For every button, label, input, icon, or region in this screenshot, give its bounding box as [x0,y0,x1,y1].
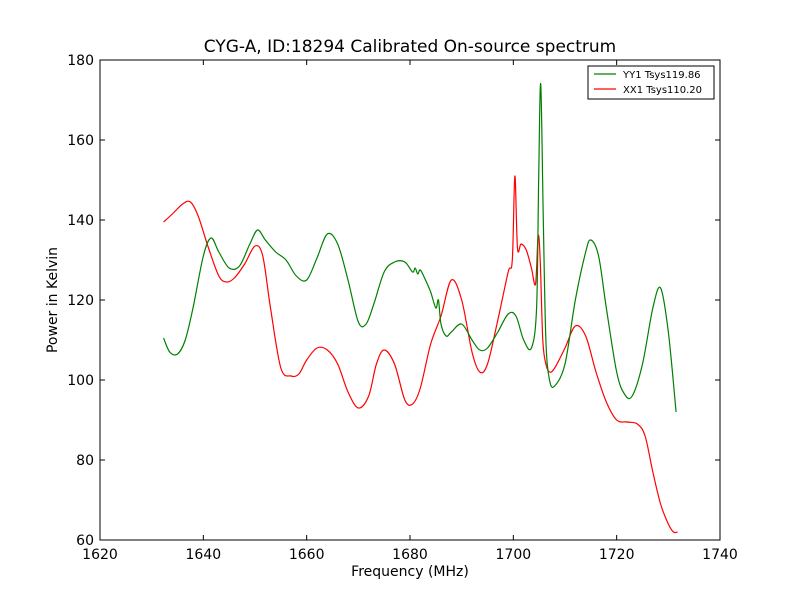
x-tick-label: 1740 [702,547,738,563]
y-axis-ticks: 60 80 100 120 140 160 180 [67,53,720,549]
y-tick-label: 80 [76,453,94,469]
x-axis-label: Frequency (MHz) [351,564,469,580]
series-layer [162,83,678,534]
plot-area [100,60,720,540]
x-tick-label: 1640 [186,547,222,563]
x-tick-label: 1660 [289,547,325,563]
y-tick-label: 100 [67,373,94,389]
legend-label-xx1: XX1 Tsys110.20 [623,85,702,96]
chart-title: CYG-A, ID:18294 Calibrated On-source spe… [204,37,616,57]
series-xx1-line [163,175,678,534]
x-tick-label: 1720 [599,547,635,563]
y-tick-label: 180 [67,53,94,69]
legend: YY1 Tsys119.86 XX1 Tsys110.20 [587,65,715,100]
y-tick-label: 60 [76,533,94,549]
legend-label-yy1: YY1 Tsys119.86 [622,70,701,81]
y-tick-label: 120 [67,293,94,309]
x-axis-ticks: 1620 1640 1660 1680 1700 1720 1740 [82,60,738,563]
y-tick-label: 160 [67,133,94,149]
y-axis-label: Power in Kelvin [45,247,61,353]
y-tick-label: 140 [67,213,94,229]
x-tick-label: 1620 [82,547,118,563]
legend-box [587,65,715,100]
x-tick-label: 1700 [496,547,532,563]
series-yy1-line [162,83,677,413]
x-tick-label: 1680 [392,547,428,563]
